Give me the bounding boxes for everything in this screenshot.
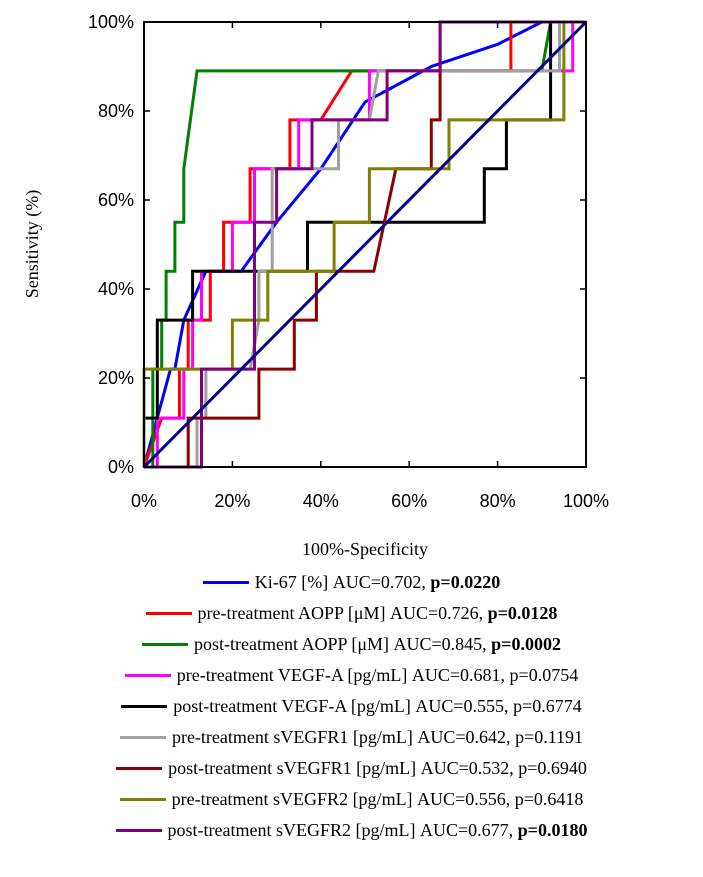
legend-entry: post-treatment AOPP [μM] AUC=0.845, p=0.… — [0, 632, 703, 656]
legend-auc: AUC=0.681, — [411, 664, 510, 685]
legend-entry: post-treatment sVEGFR1 [pg/mL] AUC=0.532… — [0, 756, 703, 780]
legend-name: pre-treatment sVEGFR2 [pg/mL] — [171, 788, 418, 809]
y-axis-label: Sensitivity (%) — [22, 190, 43, 299]
legend-auc: AUC=0.556, — [417, 788, 515, 809]
legend-auc: AUC=0.726, — [390, 602, 488, 623]
legend-p-value: p=0.6418 — [514, 788, 584, 809]
legend-swatch — [116, 766, 163, 770]
legend-name: pre-treatment sVEGFR1 [pg/mL] — [171, 726, 418, 747]
plot-frame — [143, 21, 587, 468]
legend-p-value: p=0.0128 — [487, 602, 558, 623]
x-axis-label: 100%-Specificity — [302, 539, 428, 559]
axis-ticks: 0% 20% 40% 60% 80% 100% 0% 20% 40% 60% 80% 100% — [88, 12, 609, 511]
legend-entry: pre-treatment VEGF-A [pg/mL] AUC=0.681, … — [0, 663, 703, 687]
legend-entry: Ki-67 [%] AUC=0.702, p=0.0220 — [0, 570, 703, 594]
legend-auc: AUC=0.702, — [332, 571, 431, 592]
legend-swatch — [121, 704, 168, 708]
legend-name: post-treatment VEGF-A [pg/mL] — [173, 695, 416, 716]
legend-entry: pre-treatment AOPP [μM] AUC=0.726, p=0.0… — [0, 601, 703, 625]
legend-p-value: p=0.0220 — [430, 571, 501, 592]
legend-auc: AUC=0.845, — [393, 633, 492, 654]
legend-entry: pre-treatment sVEGFR1 [pg/mL] AUC=0.642,… — [0, 725, 703, 749]
legend-name: post-treatment sVEGFR1 [pg/mL] — [168, 757, 421, 778]
x-tick-label: 60% — [391, 491, 427, 511]
reference-diagonal — [142, 20, 588, 469]
legend-name: pre-treatment AOPP [μM] — [197, 602, 390, 623]
legend-p-value: p=0.0180 — [517, 819, 588, 840]
legend-p-value: p=0.0002 — [491, 633, 561, 654]
legend-swatch — [145, 611, 192, 615]
y-tick-label: 100% — [88, 12, 134, 32]
legend-swatch — [119, 797, 166, 801]
legend-swatch — [124, 673, 171, 677]
legend-entry: pre-treatment sVEGFR2 [pg/mL] AUC=0.556,… — [0, 787, 703, 811]
y-tick-label: 60% — [98, 190, 134, 210]
y-tick-label: 20% — [98, 368, 134, 388]
legend-name: post-treatment sVEGFR2 [pg/mL] — [167, 819, 421, 840]
series-line-4 — [144, 20, 586, 469]
legend-swatch — [142, 642, 189, 646]
series-line-7 — [144, 20, 586, 469]
legend-auc: AUC=0.677, — [420, 819, 518, 840]
legend-p-value: p=0.1191 — [515, 726, 584, 747]
legend-p-value: p=0.0754 — [509, 664, 579, 685]
legend-auc: AUC=0.642, — [417, 726, 516, 747]
legend-p-value: p=0.6774 — [513, 695, 582, 716]
legend-auc: AUC=0.555, — [415, 695, 514, 716]
legend-name: Ki-67 [%] — [254, 571, 333, 592]
legend-name: pre-treatment VEGF-A [pg/mL] — [176, 664, 412, 685]
y-tick-label: 40% — [98, 279, 134, 299]
plot-area — [142, 20, 588, 469]
series-line-8 — [142, 20, 586, 467]
legend-auc: AUC=0.532, — [420, 757, 519, 778]
roc-chart: 0% 20% 40% 60% 80% 100% 0% 20% 40% 60% 80% 100% 100… — [22, 12, 609, 559]
x-tick-label: 0% — [131, 491, 157, 511]
series-line-9 — [144, 20, 586, 469]
legend-entry: post-treatment VEGF-A [pg/mL] AUC=0.555,… — [0, 694, 703, 718]
legend-p-value: p=0.6940 — [518, 757, 587, 778]
legend-name: post-treatment AOPP [μM] — [194, 633, 394, 654]
x-tick-label: 100% — [563, 491, 609, 511]
legend-swatch — [119, 735, 166, 739]
x-tick-label: 20% — [214, 491, 250, 511]
x-tick-label: 80% — [480, 491, 516, 511]
legend-entry: post-treatment sVEGFR2 [pg/mL] AUC=0.677… — [0, 818, 703, 842]
x-tick-label: 40% — [303, 491, 339, 511]
y-tick-label: 0% — [108, 457, 134, 477]
legend-swatch — [115, 828, 162, 832]
y-tick-label: 80% — [98, 101, 134, 121]
legend-swatch — [202, 580, 249, 584]
